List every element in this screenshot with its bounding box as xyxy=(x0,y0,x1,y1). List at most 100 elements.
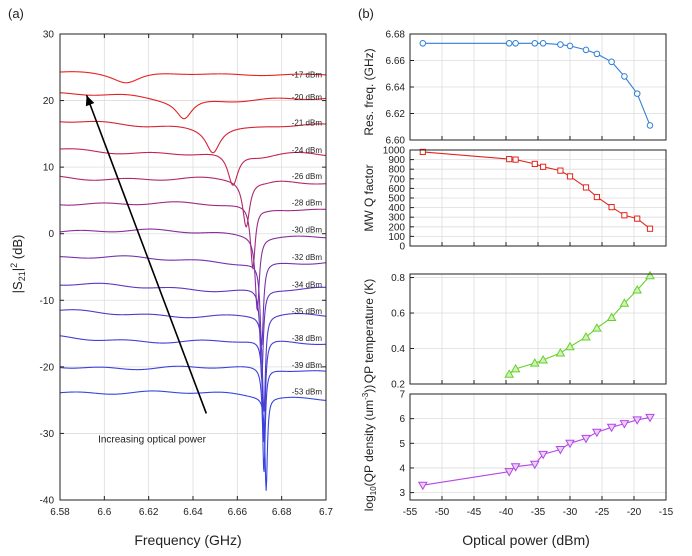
subplot-3-point-4 xyxy=(555,347,566,357)
subplot-3-line xyxy=(508,275,651,375)
subplot-4-ytick-label-3: 6 xyxy=(399,414,405,425)
series-label-2: -21 dBm xyxy=(292,119,323,128)
subplot-1-ytick-label-0: 6.60 xyxy=(386,136,406,147)
subplot-4-point-3 xyxy=(529,460,540,470)
subplot-4-point-6 xyxy=(565,439,575,449)
subplot-3-point-3 xyxy=(538,355,548,364)
subplot-2-point-11 xyxy=(634,215,641,222)
subplot-3-point-2 xyxy=(529,358,540,367)
series-label-12: -53 dBm xyxy=(292,387,323,396)
panel-b-xtick-label-5: -30 xyxy=(563,507,578,518)
subplot-1-point-1 xyxy=(505,39,513,47)
series-line-4 xyxy=(59,175,327,228)
series-line-1 xyxy=(59,92,327,120)
annotation-arrow-head xyxy=(85,95,95,107)
panel-a-ylabel: |S21|2 (dB) xyxy=(9,235,27,294)
ylabel4-sub: 10 xyxy=(369,486,378,495)
series-label-4: -26 dBm xyxy=(292,172,323,181)
subplot-4-point-1 xyxy=(504,468,515,477)
panel-a-axes: 6.58 6.6 6.62 6.64 6.66 6.68 6.7 -40 -30 -20 -10 0 1… xyxy=(40,30,334,519)
series-line-2 xyxy=(59,120,327,154)
subplot-3-point-7 xyxy=(592,323,602,332)
subplot-4-ytick-label-1: 4 xyxy=(399,463,405,474)
subplot-2-point-6 xyxy=(566,173,574,180)
series-line-0 xyxy=(59,71,327,84)
subplot-2-ytick-label-3: 300 xyxy=(388,213,405,224)
subplot-2-point-5 xyxy=(557,167,564,174)
subplot-1-point-2 xyxy=(512,39,519,47)
series-label-9: -35 dBm xyxy=(292,307,323,316)
series-line-7 xyxy=(59,255,327,346)
subplot-1-point-5 xyxy=(557,41,564,48)
subplot-1-line xyxy=(422,42,651,126)
subplot-4-point-9 xyxy=(606,423,617,433)
subplot-1-ytick-label-3: 6.66 xyxy=(386,56,406,67)
panel-a-grid xyxy=(59,33,327,501)
ytick-label-3: -10 xyxy=(40,296,55,307)
ytick-label-0: -40 xyxy=(40,496,55,507)
ylabel4-sup: -3 xyxy=(361,392,370,400)
subplot-4-point-7 xyxy=(581,434,591,444)
subplot-2-point-10 xyxy=(621,212,628,219)
subplot-3-ytick-label-2: 0.6 xyxy=(391,309,405,320)
subplot-1-ytick-label-1: 6.62 xyxy=(386,109,406,120)
xtick-label-1: 6.6 xyxy=(97,507,111,518)
subplot-2-ytick-label-7: 700 xyxy=(388,174,405,185)
subplot-2-point-9 xyxy=(608,204,615,211)
ytick-label-1: -30 xyxy=(40,429,55,440)
xtick-label-6: 6.7 xyxy=(319,507,333,518)
subplot-1-point-4 xyxy=(539,39,547,47)
subplot-2-ytick-label-10: 1000 xyxy=(383,146,406,157)
subplot-2-ytick-label-0: 0 xyxy=(399,242,405,253)
series-line-11 xyxy=(59,365,327,472)
ytick-label-2: -20 xyxy=(40,362,55,373)
series-label-6: -30 dBm xyxy=(292,226,323,235)
ylabel-sub: 21 xyxy=(17,271,27,281)
ytick-label-7: 30 xyxy=(43,30,55,41)
subplot-1: 6.60 6.62 6.64 6.66 6.68 xyxy=(386,30,667,147)
subplot-4-ylabel: log10(QP density (um-3)) xyxy=(361,385,378,512)
ylabel-bar: | xyxy=(10,268,25,271)
subplot-3-ylabel: QP temperature (K) xyxy=(362,279,376,383)
subplot-1-ytick-label-4: 6.68 xyxy=(386,30,406,41)
series-label-3: -24 dBm xyxy=(292,146,323,155)
panel-a-series xyxy=(59,71,327,491)
panel-b-xtick-label-7: -20 xyxy=(627,507,642,518)
series-label-5: -28 dBm xyxy=(292,198,323,207)
panel-b-xtick-label-2: -45 xyxy=(467,507,482,518)
annotation-arrow-shaft xyxy=(85,94,208,414)
xtick-label-2: 6.62 xyxy=(139,507,159,518)
series-line-8 xyxy=(59,282,327,379)
panel-b-xtick-label-1: -50 xyxy=(435,507,450,518)
panel-a-series-labels: -17 dBm -20 dBm -21 dBm -24 dBm -26 dBm -28 d… xyxy=(292,71,323,397)
subplot-3: 0.2 0.4 0.6 0.8 xyxy=(391,270,667,391)
panel-a-annotation: Increasing optical power xyxy=(85,94,208,446)
subplot-1-ytick-label-2: 6.64 xyxy=(386,83,406,94)
subplot-3-ytick-label-1: 0.4 xyxy=(391,344,405,355)
xtick-label-0: 6.58 xyxy=(50,507,70,518)
subplot-2-ytick-label-8: 800 xyxy=(388,165,405,176)
subplot-2-point-12 xyxy=(646,225,654,232)
subplot-4-line xyxy=(422,416,651,486)
series-line-9 xyxy=(59,309,327,412)
subplot-4-ytick-label-2: 5 xyxy=(399,439,405,450)
series-line-5 xyxy=(59,201,327,270)
panel-b-xtick-label-4: -35 xyxy=(531,507,546,518)
subplot-2-ytick-label-4: 400 xyxy=(388,203,405,214)
subplot-4-point-8 xyxy=(592,428,602,438)
panel-b-label: (b) xyxy=(358,6,374,21)
subplot-4-point-5 xyxy=(555,445,566,455)
panel-b-xtick-label-0: -55 xyxy=(403,507,418,518)
subplot-2-ytick-label-2: 200 xyxy=(388,222,405,233)
subplot-2-point-2 xyxy=(512,156,519,163)
subplot-1-ylabel: Res. freq. (GHz) xyxy=(362,48,376,135)
ytick-label-5: 10 xyxy=(43,163,55,174)
series-line-6 xyxy=(59,228,327,312)
ylabel-sup: 2 xyxy=(9,263,19,268)
subplot-1-point-12 xyxy=(646,122,654,129)
subplot-4: 3 4 5 6 7 xyxy=(399,390,667,501)
xtick-label-5: 6.68 xyxy=(272,507,292,518)
subplot-2-ytick-label-5: 500 xyxy=(388,194,405,205)
series-label-11: -39 dBm xyxy=(292,361,323,370)
